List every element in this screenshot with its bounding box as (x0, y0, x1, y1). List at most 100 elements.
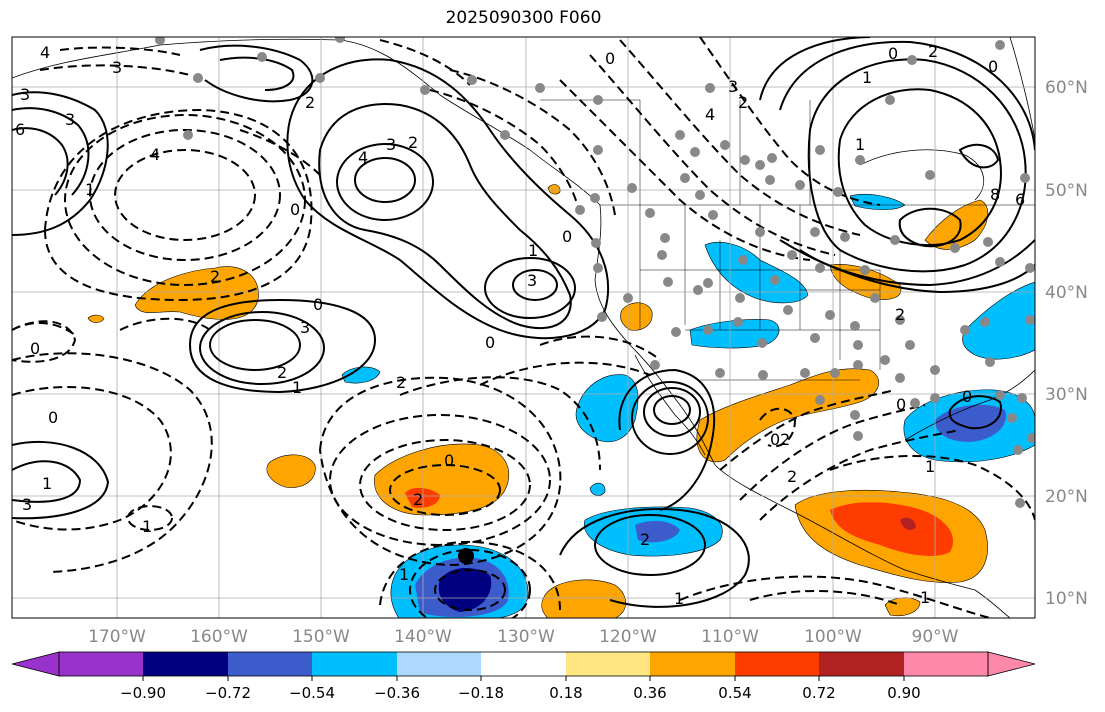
contour-label: 2 (305, 93, 315, 112)
colorbar-bin (904, 652, 988, 676)
contour-label: 1 (399, 565, 409, 584)
colorbar-tick-label: 0.54 (718, 684, 751, 702)
contour-west-edge-2 (12, 441, 110, 520)
colorbar-bin (397, 652, 481, 676)
contour-label: 1 (920, 588, 930, 607)
colorbar-tick-label: 0.72 (802, 684, 835, 702)
coast-baja (634, 354, 706, 456)
contour-label: 2 (210, 267, 220, 286)
contour-pac-mid (12, 322, 76, 336)
colorbar-tick-label: 0.18 (549, 684, 582, 702)
contour-label-layer: 4 3 3 6 3 4 2 0 1 4 3 2 0 3 1 0 2 0 0 3 … (15, 42, 1025, 608)
lat-tick-label: 50°N (1045, 181, 1088, 201)
contour-label: 0 (888, 44, 898, 63)
colorbar-bin (735, 652, 819, 676)
contour-label: 0 (562, 227, 572, 246)
pos-region-small-west (266, 454, 316, 488)
contour-low-hawaii-1 (389, 464, 501, 516)
neg-region-small-pacific (341, 366, 381, 384)
contour-high-east-pacific-outer (484, 257, 576, 319)
contour-ne-low-2 (807, 58, 1027, 273)
contour-label: 2 (928, 42, 938, 61)
contour-central-am-dashed (829, 454, 1035, 521)
contour-label: 1 (925, 457, 935, 476)
contour-small-low-mid (127, 505, 173, 531)
contour-low-west-pacific-4 (43, 108, 313, 302)
contour-low-west-pacific-2 (89, 129, 281, 261)
contour-label: 4 (40, 43, 50, 62)
contour-low-south-2 (409, 549, 531, 618)
pos-region-central-america-core (830, 502, 954, 556)
map-frame (11, 36, 1036, 619)
contour-top-2 (39, 64, 191, 76)
contour-low-hawaii-2 (359, 439, 531, 531)
contour-mexico-4 (759, 407, 797, 448)
contour-bc-2 (449, 69, 616, 216)
contour-label: 2 (277, 363, 287, 382)
colorbar-bin (312, 652, 397, 676)
colorbar-tick-label: 0.36 (633, 684, 666, 702)
solid-contours (12, 37, 1035, 608)
contour-rockies-1 (559, 79, 811, 261)
contour-low-baja-inner (653, 395, 691, 425)
contour-eastpac-1 (539, 335, 661, 361)
pos-region-hawaii-core (405, 487, 440, 508)
pos-region-tiny-west (87, 314, 105, 323)
contour-label: 1 (142, 517, 152, 536)
colorbar-tick-label: −0.18 (458, 684, 504, 702)
contour-nw-jet-1 (12, 91, 109, 236)
contour-bc-1 (429, 89, 581, 216)
contour-high-central-pacific-inner (209, 319, 301, 371)
contour-ne-low-3 (779, 40, 1035, 151)
contour-west-dashed-1 (12, 386, 172, 531)
lon-tick-label: 100°W (804, 627, 862, 647)
lat-tick-label: 40°N (1045, 283, 1088, 303)
colorbar: −0.90 −0.72 −0.54 −0.36 −0.18 0.18 0.36 … (11, 651, 1036, 702)
lon-tick-label: 110°W (701, 627, 759, 647)
contour-label: 4 (150, 145, 160, 164)
contour-se-1 (749, 589, 901, 606)
contour-high-central-pacific-outer (188, 298, 377, 394)
coast-greenland-edge (1009, 37, 1035, 141)
contour-high-gulf-alaska-outer (318, 103, 572, 330)
dashed-contours (12, 37, 1035, 618)
contour-eq-pacific-outer (559, 508, 750, 608)
contour-se-2 (679, 575, 991, 618)
contour-label: 6 (1015, 190, 1025, 209)
neg-region-rockies (704, 241, 809, 304)
contour-low-baja-3 (631, 381, 709, 455)
contour-label: 0 (485, 333, 495, 352)
contour-west-dashed-2 (12, 352, 213, 573)
contour-nw-jet-2 (12, 107, 90, 196)
colorbar-extend-high (987, 651, 1036, 677)
contour-west-edge-1 (12, 460, 82, 503)
contour-label: 0 (988, 57, 998, 76)
contour-label: 0 (48, 408, 58, 427)
contour-low-south-1 (434, 569, 506, 611)
contour-label: 0 (605, 49, 615, 68)
colorbar-tick-label: −0.36 (374, 684, 420, 702)
contour-eq-pacific-low (594, 514, 706, 576)
contour-mexico-2 (739, 404, 926, 501)
latitude-axis: 60°N 50°N 40°N 30°N 20°N 10°N (1045, 78, 1088, 609)
contour-label: 2 (408, 133, 418, 152)
contour-top-1 (59, 46, 181, 56)
neg-region-south-core (438, 568, 492, 612)
lon-tick-label: 120°W (599, 627, 657, 647)
contour-low-hawaii-3 (329, 414, 551, 546)
lon-tick-label: 150°W (292, 627, 350, 647)
contour-label: 3 (527, 271, 537, 290)
contour-label: 1 (292, 378, 302, 397)
contour-eastpac-3 (399, 376, 601, 471)
contour-label: 0 (30, 339, 40, 358)
contour-label: 3 (728, 77, 738, 96)
contour-label: 2 (396, 373, 406, 392)
coast-gulf (904, 369, 1035, 441)
lon-tick-label: 160°W (190, 627, 248, 647)
contour-label: 3 (386, 135, 396, 154)
contour-rockies-4 (699, 37, 881, 206)
contour-gulf-low (948, 395, 1002, 430)
contour-top-3 (379, 39, 471, 86)
coast-hudson (859, 149, 984, 201)
